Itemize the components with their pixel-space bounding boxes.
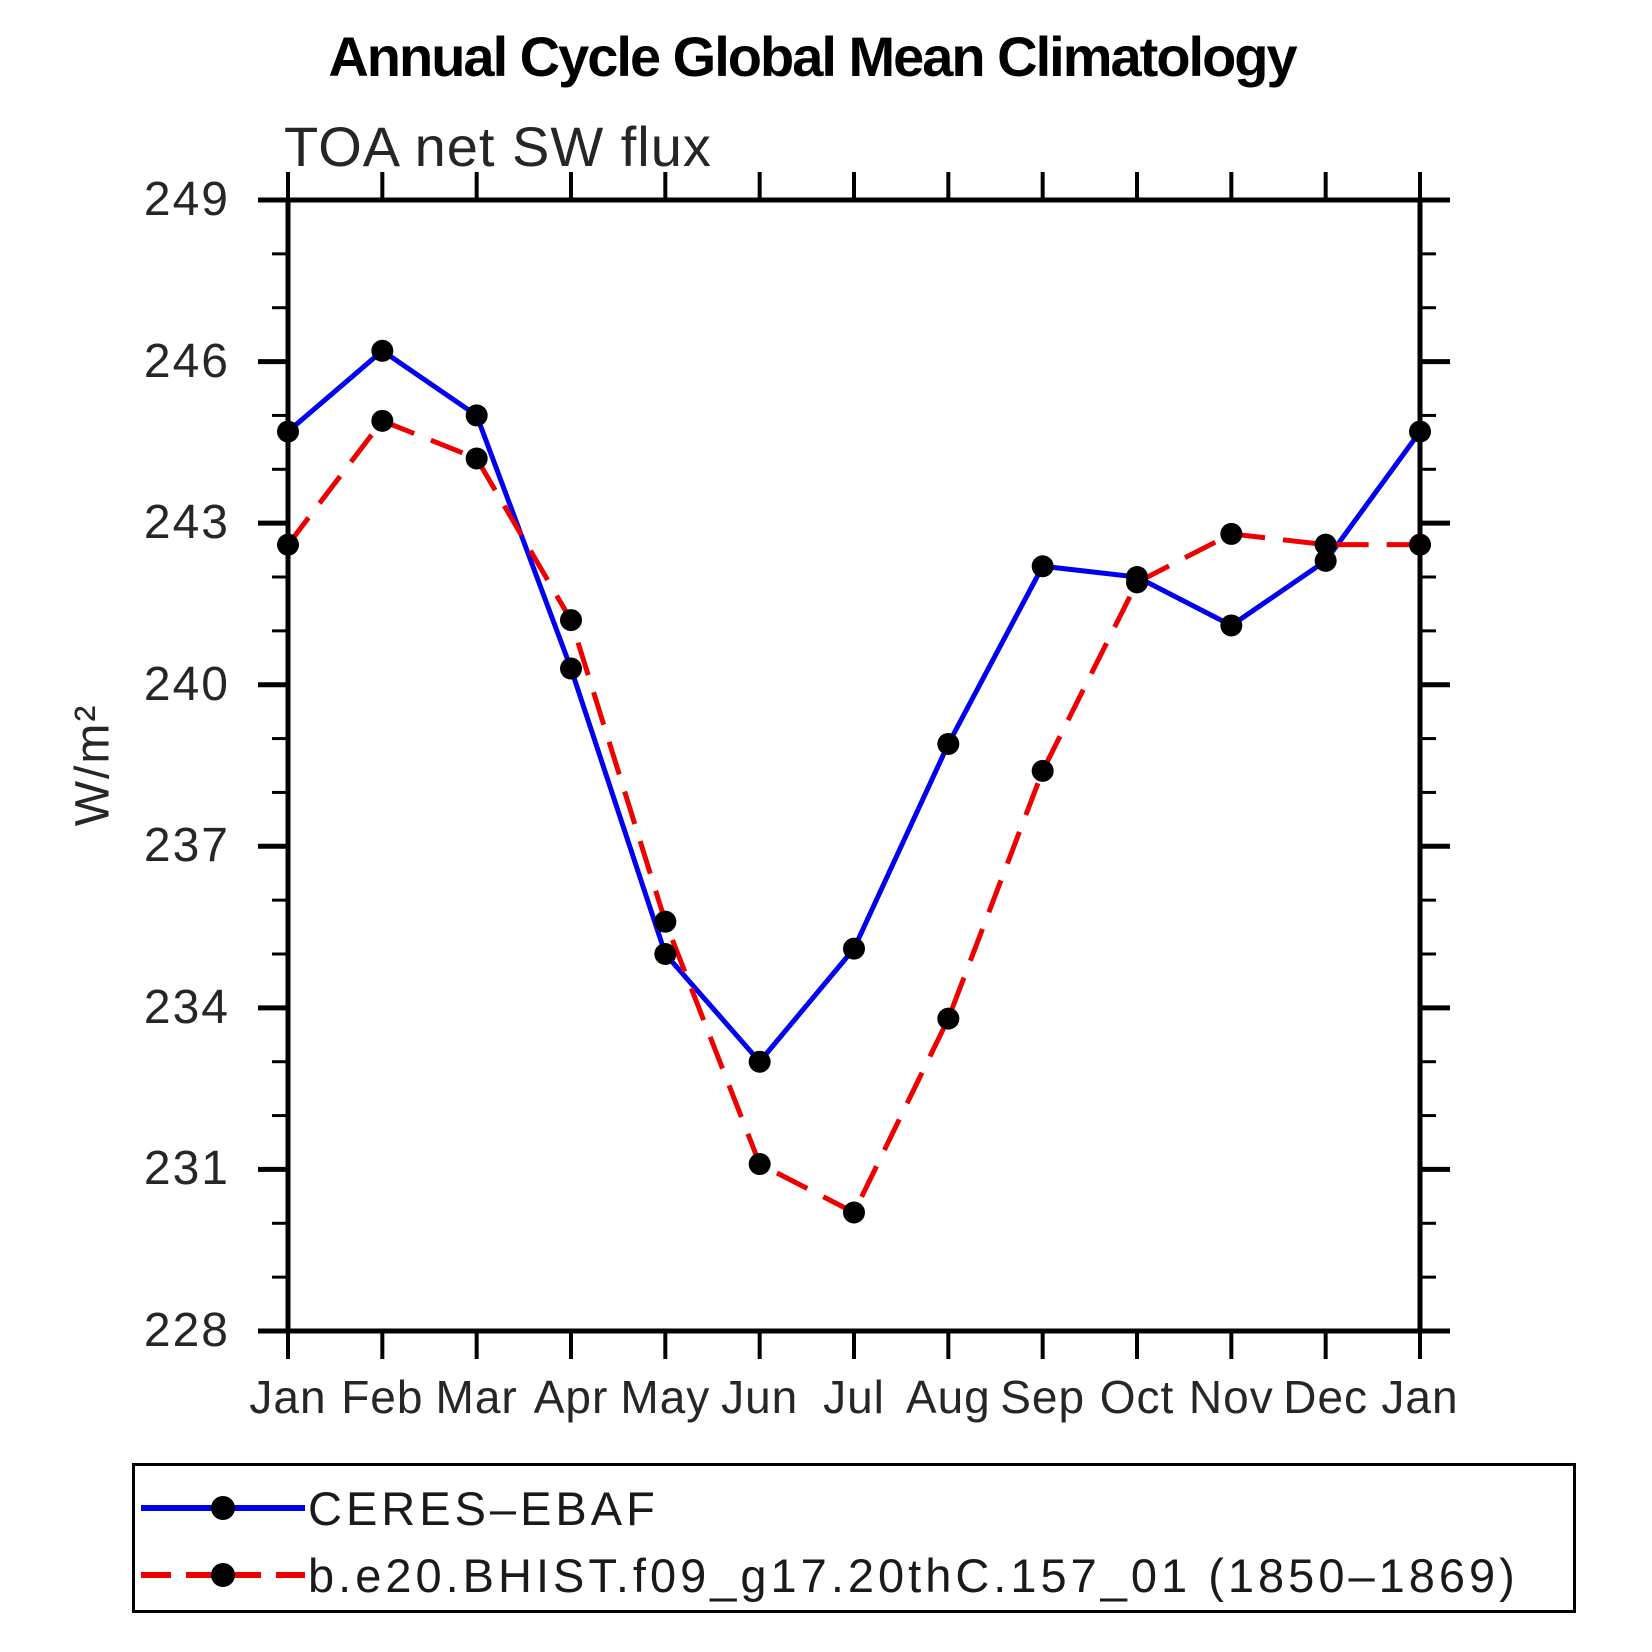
y-tick-label: 246 [143, 334, 230, 388]
series-1-marker [1220, 522, 1243, 545]
series-0-marker [1314, 549, 1337, 572]
y-tick-label: 240 [143, 657, 230, 711]
series-1-marker [560, 609, 582, 632]
series-1-marker [654, 910, 677, 933]
x-tick-label: Apr [533, 1371, 609, 1423]
series-0-marker [748, 1050, 771, 1073]
series-0-marker [371, 339, 394, 362]
x-tick-label: Feb [341, 1371, 424, 1423]
x-tick-label: Oct [1099, 1371, 1175, 1423]
series-1-marker [1409, 533, 1431, 556]
x-tick-label: Dec [1283, 1371, 1369, 1423]
series-1-marker [1126, 571, 1148, 594]
series-0-marker [1220, 614, 1243, 637]
legend-sample-marker [211, 1496, 235, 1520]
series-0-marker [654, 943, 677, 965]
plot-frame [285, 197, 1423, 1334]
series-1-marker [748, 1153, 771, 1176]
series-0-marker [277, 420, 299, 443]
y-tick-label: 228 [143, 1304, 230, 1357]
y-tick-label: 243 [143, 496, 230, 550]
series-0-marker [937, 732, 960, 755]
x-tick-label: Nov [1188, 1371, 1274, 1423]
series-1-marker [371, 409, 394, 432]
x-tick-label: May [620, 1371, 711, 1423]
y-tick-label: 237 [143, 819, 230, 873]
series-line-1 [286, 417, 1420, 1216]
x-tick-label: Mar [435, 1371, 518, 1423]
y-tick-label: 234 [143, 980, 230, 1034]
series-0-marker [465, 404, 488, 427]
series-1-marker [1314, 533, 1337, 556]
series-0-marker [1031, 555, 1054, 578]
x-tick-label: Aug [905, 1371, 991, 1423]
x-tick-label: Jan [249, 1371, 327, 1423]
series-1-marker [277, 533, 299, 556]
chart-title: Annual Cycle Global Mean Climatology [328, 25, 1297, 88]
series-0-marker [843, 937, 865, 960]
legend-label-ceres: CERES–EBAF [308, 1481, 659, 1535]
series-1-marker [937, 1007, 960, 1030]
legend-sample-marker [211, 1563, 235, 1587]
x-tick-label: Jan [1381, 1371, 1459, 1423]
legend-item-ceres: CERES–EBAF [138, 1482, 659, 1535]
y-axis-label: W/m² [66, 703, 120, 827]
legend: CERES–EBAF b.e20.BHIST.f09_g17.20thC.157… [132, 1463, 1576, 1613]
model-line-sample [141, 1563, 305, 1587]
y-tick-label: 231 [143, 1142, 230, 1196]
series-0-marker [560, 657, 582, 680]
x-tick-label: Sep [1000, 1371, 1086, 1423]
legend-item-model: b.e20.BHIST.f09_g17.20thC.157_01 (1850–1… [138, 1549, 1519, 1602]
legend-label-model: b.e20.BHIST.f09_g17.20thC.157_01 (1850–1… [308, 1548, 1519, 1602]
ceres-line-sample [141, 1496, 305, 1520]
series-0-marker [1409, 420, 1431, 443]
series-1-marker [843, 1201, 865, 1224]
x-tick-label: Jul [823, 1371, 885, 1423]
series-1-marker [1031, 759, 1054, 782]
x-tick-label: Jun [721, 1371, 799, 1423]
y-tick-label: 249 [143, 173, 230, 226]
chart-subtitle: TOA net SW flux [284, 115, 712, 178]
series-1-marker [465, 447, 488, 470]
